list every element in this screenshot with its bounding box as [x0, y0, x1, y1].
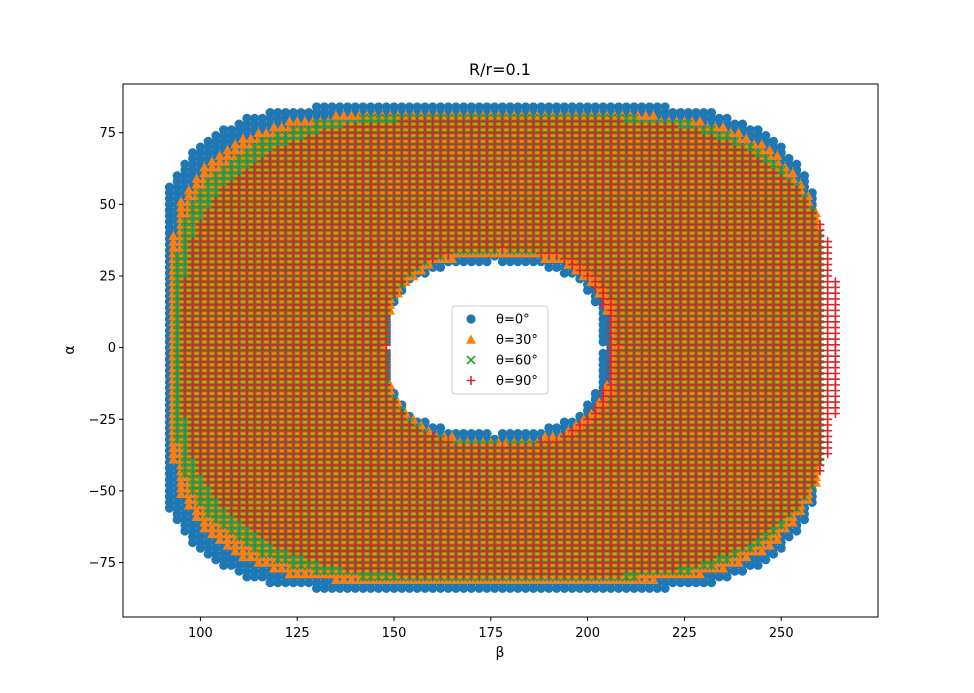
circle-point: [211, 130, 221, 141]
circle-point: [203, 136, 213, 146]
circle-point: [435, 423, 446, 433]
circle-point: [195, 142, 206, 152]
circle-point: [250, 113, 260, 123]
circle-point: [660, 102, 670, 112]
circle-point: [188, 148, 198, 158]
circle-point: [219, 125, 229, 135]
plot-area: [164, 102, 840, 593]
circle-point: [265, 108, 275, 118]
circle-point: [234, 119, 244, 129]
circle-point: [257, 113, 267, 123]
circle-point: [482, 429, 492, 439]
circle-point: [226, 125, 237, 135]
circle-point: [164, 182, 175, 192]
circle-point: [242, 113, 252, 123]
chart-title: R/r=0.1: [469, 60, 531, 79]
circle-point: [172, 171, 182, 181]
circle-point: [180, 159, 190, 169]
